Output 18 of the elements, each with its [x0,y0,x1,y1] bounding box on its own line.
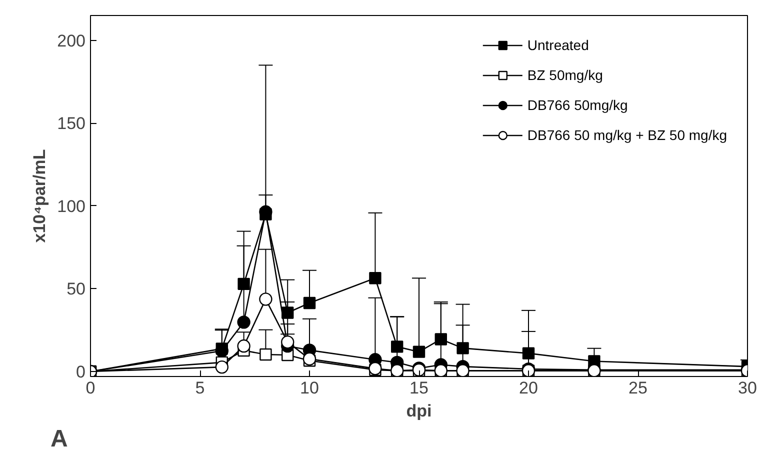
y-tick-label: 0 [76,362,86,382]
text: A [50,426,68,452]
y-tick-label: 100 [57,196,86,216]
y-tick-label: 50 [66,280,86,299]
x-tick-label: 5 [195,378,205,398]
y-tick-label: 200 [57,31,86,50]
legend-label: DB766 50mg/kg [527,97,628,113]
x-tick-label: 10 [300,378,319,398]
y-tick-label: 150 [57,114,86,134]
y-axis-title: x10⁴par/mL [30,149,50,243]
legend-label: BZ 50mg/kg [527,67,603,83]
legend-label: DB766 50 mg/kg + BZ 50 mg/kg [527,127,727,143]
x-tick-label: 25 [628,378,648,398]
x-tick-label: 20 [519,378,538,398]
legend-label: Untreated [527,37,589,53]
x-tick-label: 15 [410,378,428,398]
x-axis-title: dpi [406,402,432,420]
x-tick-label: 30 [738,378,757,398]
